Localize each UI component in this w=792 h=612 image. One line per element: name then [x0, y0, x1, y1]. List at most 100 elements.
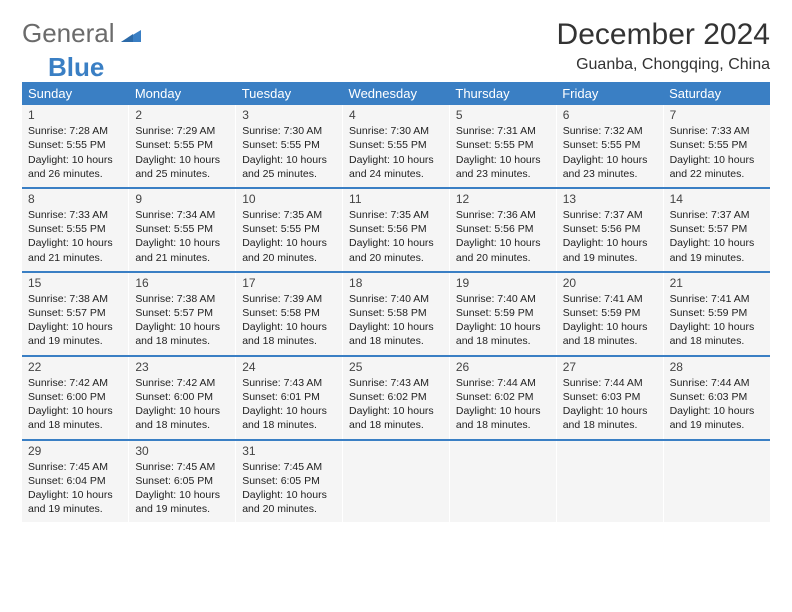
daylight-line: Daylight: 10 hours and 20 minutes.	[242, 236, 336, 264]
sunrise-line: Sunrise: 7:43 AM	[349, 376, 443, 390]
day-number: 2	[135, 107, 229, 123]
daylight-line: Daylight: 10 hours and 26 minutes.	[28, 153, 122, 181]
day-number: 7	[670, 107, 764, 123]
sunset-line: Sunset: 5:59 PM	[670, 306, 764, 320]
day-number: 20	[563, 275, 657, 291]
sunset-line: Sunset: 5:55 PM	[242, 138, 336, 152]
daylight-line: Daylight: 10 hours and 20 minutes.	[349, 236, 443, 264]
sunrise-line: Sunrise: 7:41 AM	[670, 292, 764, 306]
calendar-day-cell: 22Sunrise: 7:42 AMSunset: 6:00 PMDayligh…	[22, 356, 129, 440]
day-number: 12	[456, 191, 550, 207]
calendar-day-cell: 17Sunrise: 7:39 AMSunset: 5:58 PMDayligh…	[236, 272, 343, 356]
sunrise-line: Sunrise: 7:41 AM	[563, 292, 657, 306]
sunrise-line: Sunrise: 7:34 AM	[135, 208, 229, 222]
sunrise-line: Sunrise: 7:44 AM	[670, 376, 764, 390]
calendar-day-cell: 5Sunrise: 7:31 AMSunset: 5:55 PMDaylight…	[449, 105, 556, 188]
calendar-empty-cell	[556, 440, 663, 523]
sunset-line: Sunset: 6:02 PM	[456, 390, 550, 404]
daylight-line: Daylight: 10 hours and 18 minutes.	[135, 404, 229, 432]
logo-text-general: General	[22, 18, 115, 49]
daylight-line: Daylight: 10 hours and 19 minutes.	[563, 236, 657, 264]
calendar-day-cell: 4Sunrise: 7:30 AMSunset: 5:55 PMDaylight…	[343, 105, 450, 188]
daylight-line: Daylight: 10 hours and 19 minutes.	[670, 404, 764, 432]
sunrise-line: Sunrise: 7:36 AM	[456, 208, 550, 222]
sunset-line: Sunset: 5:56 PM	[456, 222, 550, 236]
header: General December 2024 Guanba, Chongqing,…	[22, 18, 770, 74]
daylight-line: Daylight: 10 hours and 18 minutes.	[456, 320, 550, 348]
day-number: 4	[349, 107, 443, 123]
calendar-day-cell: 24Sunrise: 7:43 AMSunset: 6:01 PMDayligh…	[236, 356, 343, 440]
calendar-day-cell: 29Sunrise: 7:45 AMSunset: 6:04 PMDayligh…	[22, 440, 129, 523]
sunset-line: Sunset: 5:59 PM	[563, 306, 657, 320]
daylight-line: Daylight: 10 hours and 21 minutes.	[135, 236, 229, 264]
calendar-day-cell: 23Sunrise: 7:42 AMSunset: 6:00 PMDayligh…	[129, 356, 236, 440]
sunset-line: Sunset: 6:02 PM	[349, 390, 443, 404]
sunrise-line: Sunrise: 7:44 AM	[563, 376, 657, 390]
calendar-day-cell: 8Sunrise: 7:33 AMSunset: 5:55 PMDaylight…	[22, 188, 129, 272]
sunset-line: Sunset: 5:55 PM	[670, 138, 764, 152]
sunrise-line: Sunrise: 7:29 AM	[135, 124, 229, 138]
daylight-line: Daylight: 10 hours and 21 minutes.	[28, 236, 122, 264]
sunrise-line: Sunrise: 7:33 AM	[28, 208, 122, 222]
day-number: 24	[242, 359, 336, 375]
calendar-day-cell: 28Sunrise: 7:44 AMSunset: 6:03 PMDayligh…	[663, 356, 770, 440]
calendar-day-cell: 1Sunrise: 7:28 AMSunset: 5:55 PMDaylight…	[22, 105, 129, 188]
calendar-day-cell: 2Sunrise: 7:29 AMSunset: 5:55 PMDaylight…	[129, 105, 236, 188]
day-number: 15	[28, 275, 122, 291]
weekday-header: Wednesday	[343, 82, 450, 105]
calendar-day-cell: 15Sunrise: 7:38 AMSunset: 5:57 PMDayligh…	[22, 272, 129, 356]
calendar-table: SundayMondayTuesdayWednesdayThursdayFrid…	[22, 82, 770, 522]
daylight-line: Daylight: 10 hours and 22 minutes.	[670, 153, 764, 181]
sunset-line: Sunset: 5:57 PM	[670, 222, 764, 236]
calendar-day-cell: 16Sunrise: 7:38 AMSunset: 5:57 PMDayligh…	[129, 272, 236, 356]
sunset-line: Sunset: 5:55 PM	[28, 138, 122, 152]
day-number: 14	[670, 191, 764, 207]
calendar-day-cell: 12Sunrise: 7:36 AMSunset: 5:56 PMDayligh…	[449, 188, 556, 272]
calendar-day-cell: 11Sunrise: 7:35 AMSunset: 5:56 PMDayligh…	[343, 188, 450, 272]
weekday-header: Monday	[129, 82, 236, 105]
sunset-line: Sunset: 5:55 PM	[242, 222, 336, 236]
weekday-header: Tuesday	[236, 82, 343, 105]
sunrise-line: Sunrise: 7:45 AM	[28, 460, 122, 474]
day-number: 5	[456, 107, 550, 123]
sunset-line: Sunset: 6:00 PM	[28, 390, 122, 404]
calendar-day-cell: 31Sunrise: 7:45 AMSunset: 6:05 PMDayligh…	[236, 440, 343, 523]
daylight-line: Daylight: 10 hours and 18 minutes.	[28, 404, 122, 432]
sunset-line: Sunset: 6:04 PM	[28, 474, 122, 488]
sunrise-line: Sunrise: 7:32 AM	[563, 124, 657, 138]
sunset-line: Sunset: 5:56 PM	[349, 222, 443, 236]
calendar-day-cell: 6Sunrise: 7:32 AMSunset: 5:55 PMDaylight…	[556, 105, 663, 188]
logo-text-blue: Blue	[48, 52, 104, 82]
sunset-line: Sunset: 6:05 PM	[135, 474, 229, 488]
sunrise-line: Sunrise: 7:40 AM	[456, 292, 550, 306]
sunset-line: Sunset: 5:59 PM	[456, 306, 550, 320]
sunset-line: Sunset: 5:55 PM	[28, 222, 122, 236]
day-number: 9	[135, 191, 229, 207]
sunrise-line: Sunrise: 7:35 AM	[242, 208, 336, 222]
day-number: 25	[349, 359, 443, 375]
sunset-line: Sunset: 6:03 PM	[563, 390, 657, 404]
logo-blue-wrap: Blue	[48, 52, 104, 83]
calendar-day-cell: 7Sunrise: 7:33 AMSunset: 5:55 PMDaylight…	[663, 105, 770, 188]
day-number: 8	[28, 191, 122, 207]
sunrise-line: Sunrise: 7:37 AM	[670, 208, 764, 222]
daylight-line: Daylight: 10 hours and 23 minutes.	[456, 153, 550, 181]
day-number: 22	[28, 359, 122, 375]
location-text: Guanba, Chongqing, China	[557, 56, 770, 74]
sunrise-line: Sunrise: 7:45 AM	[242, 460, 336, 474]
daylight-line: Daylight: 10 hours and 24 minutes.	[349, 153, 443, 181]
daylight-line: Daylight: 10 hours and 19 minutes.	[135, 488, 229, 516]
sunset-line: Sunset: 5:57 PM	[135, 306, 229, 320]
day-number: 27	[563, 359, 657, 375]
calendar-day-cell: 21Sunrise: 7:41 AMSunset: 5:59 PMDayligh…	[663, 272, 770, 356]
day-number: 13	[563, 191, 657, 207]
sunset-line: Sunset: 6:00 PM	[135, 390, 229, 404]
logo: General	[22, 18, 143, 49]
daylight-line: Daylight: 10 hours and 23 minutes.	[563, 153, 657, 181]
daylight-line: Daylight: 10 hours and 18 minutes.	[349, 404, 443, 432]
calendar-day-cell: 10Sunrise: 7:35 AMSunset: 5:55 PMDayligh…	[236, 188, 343, 272]
day-number: 28	[670, 359, 764, 375]
weekday-header: Friday	[556, 82, 663, 105]
day-number: 16	[135, 275, 229, 291]
day-number: 30	[135, 443, 229, 459]
